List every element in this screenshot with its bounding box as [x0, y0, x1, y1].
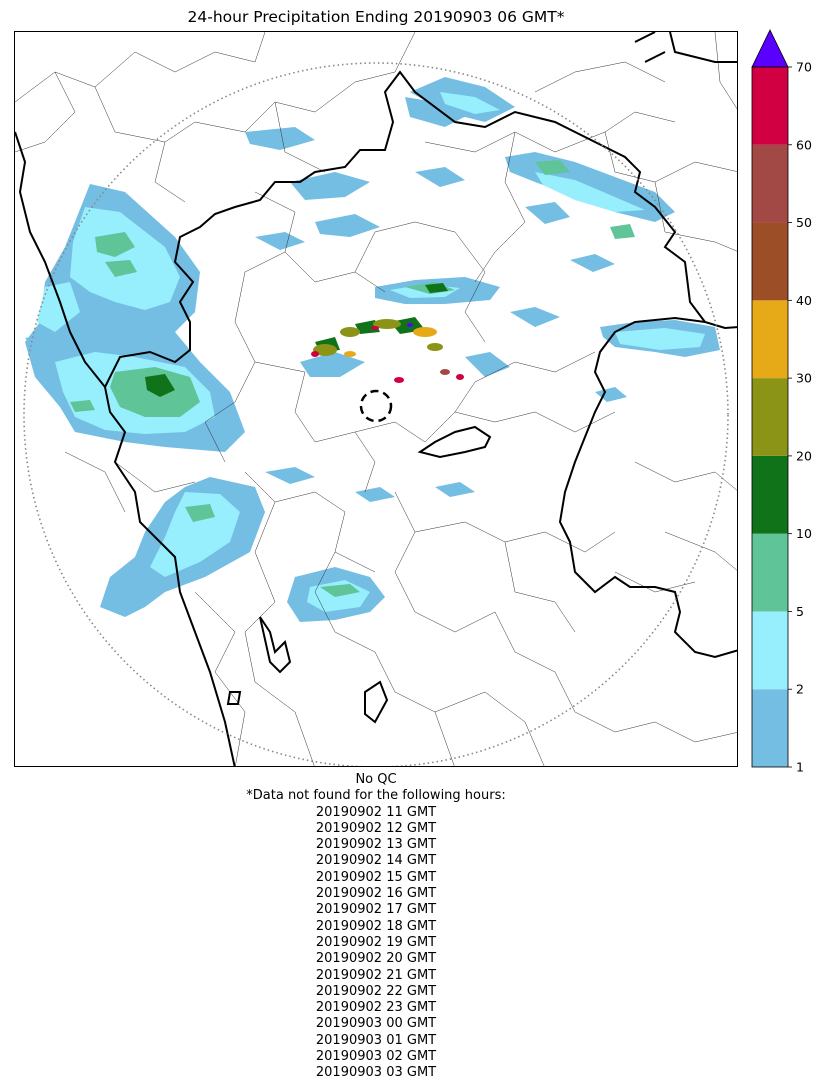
colorbar-tick-label: 20: [796, 448, 812, 463]
colorbar-segment: [752, 378, 788, 456]
colorbar-segment: [752, 611, 788, 690]
colorbar-tick-label: 1: [796, 760, 804, 774]
colorbar-segment: [752, 144, 788, 223]
notes-block: No QC *Data not found for the following …: [14, 772, 738, 1082]
colorbar-tick-label: 70: [796, 60, 812, 75]
missing-hour-item: 20190902 22 GMT: [315, 983, 437, 999]
missing-hour-item: 20190903 02 GMT: [315, 1049, 437, 1065]
missing-hour-item: 20190902 11 GMT: [315, 804, 437, 820]
missing-hour-item: 20190902 17 GMT: [315, 902, 437, 918]
missing-hour-item: 20190903 00 GMT: [315, 1016, 437, 1032]
colorbar-segment: [752, 533, 788, 612]
missing-hour-item: 20190903 01 GMT: [315, 1032, 437, 1048]
map-canvas: [15, 32, 737, 766]
colorbar-segment: [752, 689, 788, 767]
map-title: 24-hour Precipitation Ending 20190903 06…: [187, 8, 565, 26]
radar-site-marker: [359, 389, 393, 423]
colorbar-tick-label: 30: [796, 371, 812, 386]
colorbar-segment: [752, 455, 788, 534]
colorbar-segment: [752, 300, 788, 379]
colorbar-tick-label: 40: [796, 293, 812, 308]
missing-hour-item: 20190903 03 GMT: [315, 1065, 437, 1081]
radar-range-ring: [23, 62, 729, 766]
missing-hour-item: 20190902 12 GMT: [315, 820, 437, 836]
missing-hour-item: 20190902 14 GMT: [315, 853, 437, 869]
colorbar-svg: 1 2 5 10 20 30 40 50 60 70: [751, 29, 812, 775]
missing-hour-item: 20190902 20 GMT: [315, 951, 437, 967]
colorbar: 1 2 5 10 20 30 40 50 60 70: [750, 28, 825, 775]
state-boundaries: [15, 32, 737, 766]
colorbar-border: [751, 66, 789, 768]
precip-1-2-layer: [25, 77, 720, 622]
colorbar-segment: [752, 67, 788, 145]
precip-cells-layer: [311, 319, 464, 383]
colorbar-tick-label: 60: [796, 137, 812, 152]
colorbar-segment: [752, 222, 788, 301]
missing-hour-item: 20190902 18 GMT: [315, 918, 437, 934]
precipitation-map: [14, 31, 738, 767]
district-boundaries: [15, 32, 737, 766]
missing-hour-item: 20190902 15 GMT: [315, 869, 437, 885]
colorbar-tick-label: 10: [796, 526, 812, 541]
missing-hour-item: 20190902 16 GMT: [315, 886, 437, 902]
missing-hours-list: 20190902 11 GMT 20190902 12 GMT 20190902 1…: [14, 805, 738, 1082]
missing-data-header: *Data not found for the following hours:: [246, 788, 506, 804]
colorbar-extend-arrow: [751, 29, 789, 68]
missing-hour-item: 20190902 21 GMT: [315, 967, 437, 983]
colorbar-tick-label: 50: [796, 215, 812, 230]
qc-note: No QC: [355, 772, 397, 787]
missing-hour-item: 20190902 13 GMT: [315, 837, 437, 853]
missing-hour-item: 20190902 19 GMT: [315, 934, 437, 950]
missing-hour-item: 20190902 23 GMT: [315, 1000, 437, 1016]
colorbar-tick-label: 5: [796, 604, 804, 619]
colorbar-tick-label: 2: [796, 682, 804, 697]
